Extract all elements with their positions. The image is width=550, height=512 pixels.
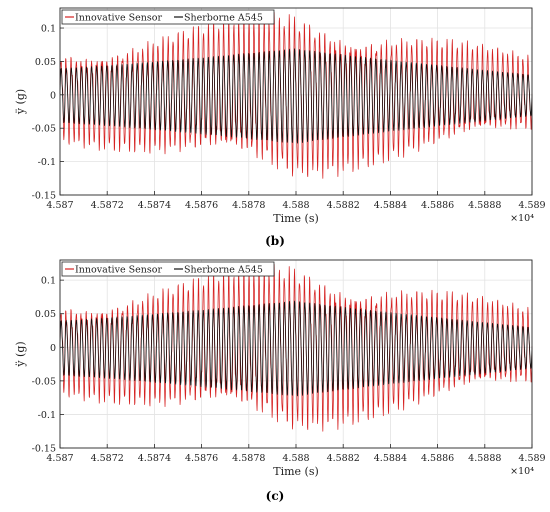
x-tick-label: 4.5884	[374, 453, 407, 464]
legend-box	[61, 9, 275, 25]
x-tick-label: 4.588	[282, 453, 309, 464]
x-tick-label: 4.587	[46, 200, 73, 211]
x-tick-label: 4.5886	[421, 453, 454, 464]
x-tick-label: 4.5878	[232, 453, 265, 464]
legend-label-sherborne-a545: Sherborne A545	[184, 13, 263, 24]
y-tick-label: 0	[50, 343, 56, 354]
y-tick-label: 0	[50, 90, 56, 101]
legend-box	[61, 261, 275, 277]
panel-caption: (c)	[266, 489, 285, 503]
x-tick-label: 4.5872	[91, 200, 124, 211]
y-tick-label: -0.05	[32, 124, 56, 135]
x-axis-label: Time (s)	[273, 212, 319, 225]
x-axis-label: Time (s)	[273, 465, 319, 478]
y-tick-label: 0.1	[41, 24, 56, 35]
y-axis-label: ÿ (g)	[14, 89, 27, 115]
y-tick-label: -0.1	[38, 410, 56, 421]
y-axis-label: ÿ (g)	[14, 341, 27, 367]
x-tick-label: 4.5874	[138, 200, 171, 211]
x-tick-label: 4.5888	[468, 453, 501, 464]
x-tick-label: 4.5874	[138, 453, 171, 464]
x-tick-label: 4.5886	[421, 200, 454, 211]
panel-caption: (b)	[265, 234, 285, 248]
legend: Innovative Sensor Sherborne A545	[61, 9, 275, 25]
legend-label-innovative-sensor: Innovative Sensor	[75, 265, 162, 276]
x-tick-label: 4.587	[46, 453, 73, 464]
chart-panel-2: 4.587 4.5872 4.5874 4.5876 4.5878 4.588 4.5882…	[14, 259, 546, 503]
y-tick-label: 0.05	[35, 57, 56, 68]
y-tick-label: -0.05	[32, 376, 56, 387]
chart-panel-1: 4.587 4.5872 4.5874 4.5876 4.5878 4.588 4.5882…	[14, 7, 546, 248]
legend-label-innovative-sensor: Innovative Sensor	[75, 13, 162, 24]
y-tick-label: -0.1	[38, 157, 56, 168]
y-tick-label: -0.15	[32, 191, 56, 202]
x-tick-label: 4.5888	[468, 200, 501, 211]
x-tick-label: 4.589	[518, 453, 545, 464]
x-tick-label: 4.5884	[374, 200, 407, 211]
y-tick-label: -0.15	[32, 444, 56, 455]
series-line-sherborne-a545	[59, 48, 533, 144]
x-tick-label: 4.588	[282, 200, 309, 211]
x-tick-label: 4.5876	[185, 200, 218, 211]
legend-label-sherborne-a545: Sherborne A545	[184, 265, 263, 276]
x-tick-label: 4.5882	[327, 453, 360, 464]
legend: Innovative Sensor Sherborne A545	[61, 261, 275, 277]
x-tick-label: 4.5872	[91, 453, 124, 464]
series-line-sherborne-a545	[59, 300, 533, 397]
x-axis-multiplier: ×10⁴	[510, 213, 534, 224]
x-tick-label: 4.5882	[327, 200, 360, 211]
x-tick-label: 4.5878	[232, 200, 265, 211]
y-tick-label: 0.05	[35, 309, 56, 320]
x-axis-multiplier: ×10⁴	[510, 466, 534, 477]
y-tick-label: 0.1	[41, 276, 56, 287]
x-tick-label: 4.5876	[185, 453, 218, 464]
x-tick-label: 4.589	[518, 200, 545, 211]
